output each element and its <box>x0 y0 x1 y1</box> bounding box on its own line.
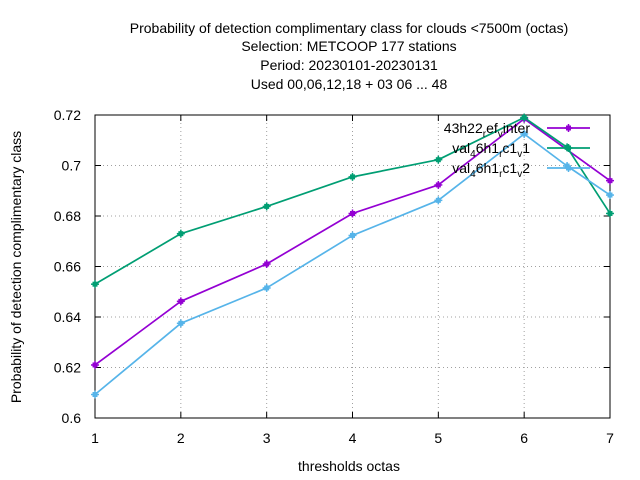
data-point <box>520 113 529 122</box>
series-2 <box>91 113 614 289</box>
data-point <box>434 155 443 164</box>
series-line <box>94 133 611 396</box>
data-point <box>91 280 99 289</box>
data-point <box>606 176 614 185</box>
y-tick-label: 0.72 <box>54 107 81 123</box>
y-tick-label: 0.66 <box>54 259 81 275</box>
legend-entry-2: val46h1rc1v1 <box>452 140 590 160</box>
plot-frame <box>94 114 611 419</box>
data-point <box>606 209 614 218</box>
series-3 <box>91 129 614 399</box>
data-point <box>348 231 357 240</box>
y-tick-label: 0.6 <box>62 410 82 426</box>
x-tick-label: 3 <box>263 430 271 446</box>
chart-title: Probability of detection complimentary c… <box>130 20 568 92</box>
data-point <box>348 172 357 181</box>
data-point <box>520 129 529 138</box>
legend-label: 43h22refvinter <box>444 120 531 140</box>
axis-ticks: 1 2 3 4 5 6 7 0.6 0.62 0.64 0.66 0.68 0.7 0.72 <box>54 107 614 446</box>
x-tick-label: 6 <box>520 430 528 446</box>
legend-entry-3: val46h1rc1v2 <box>452 160 590 180</box>
legend-label: val46h1rc1v2 <box>452 160 530 180</box>
y-tick-label: 0.68 <box>54 208 81 224</box>
x-tick-label: 4 <box>349 430 357 446</box>
title-line-4: Used 00,06,12,18 + 03 06 ... 48 <box>251 76 448 92</box>
data-point <box>564 124 573 132</box>
grid <box>95 115 610 418</box>
data-point <box>434 180 443 189</box>
y-axis-label: Probability of detection complimentary c… <box>8 131 24 403</box>
x-tick-label: 2 <box>177 430 185 446</box>
data-point <box>564 144 573 152</box>
legend-label: val46h1rc1v1 <box>452 140 530 160</box>
x-tick-label: 1 <box>91 430 99 446</box>
title-line-2: Selection: METCOOP 177 stations <box>241 38 456 54</box>
data-point <box>564 164 573 172</box>
legend-entry-1: 43h22refvinter <box>444 120 590 140</box>
data-point <box>176 229 185 238</box>
x-tick-label: 5 <box>434 430 442 446</box>
data-point <box>91 360 99 369</box>
y-tick-label: 0.7 <box>62 158 82 174</box>
series-1 <box>91 114 614 369</box>
data-point <box>606 191 614 200</box>
data-point <box>262 202 271 211</box>
y-tick-label: 0.64 <box>54 309 81 325</box>
series-layer <box>91 113 614 399</box>
title-line-1: Probability of detection complimentary c… <box>130 20 568 36</box>
series-line <box>94 116 611 285</box>
data-point <box>176 319 185 328</box>
data-point <box>262 283 271 292</box>
data-point <box>91 390 99 399</box>
data-point <box>434 196 443 205</box>
y-tick-label: 0.62 <box>54 360 81 376</box>
data-point <box>262 259 271 268</box>
x-axis-label: thresholds octas <box>298 458 400 474</box>
data-point <box>348 209 357 218</box>
data-point <box>176 297 185 306</box>
title-line-3: Period: 20230101-20230131 <box>260 57 438 73</box>
x-tick-label: 7 <box>606 430 614 446</box>
